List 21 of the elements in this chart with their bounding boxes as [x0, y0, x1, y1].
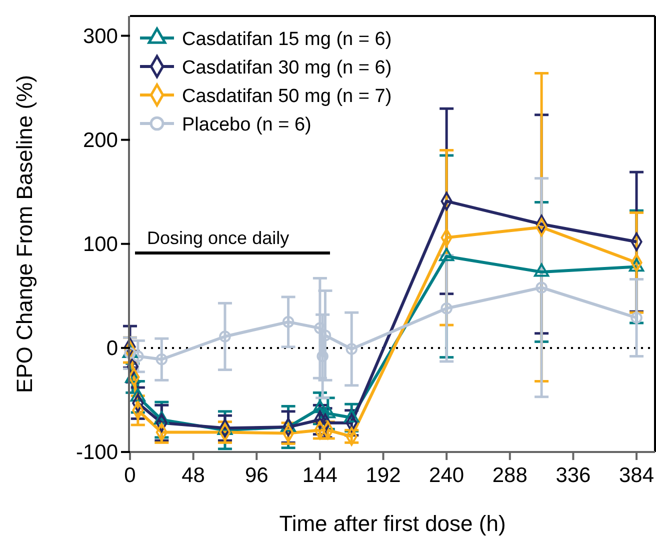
y-tick-label: 200 [82, 128, 118, 152]
annotation: Dosing once daily [147, 228, 290, 248]
y-tick-label: 300 [82, 24, 118, 48]
x-tick-label: 48 [182, 464, 205, 487]
x-tick-label: 240 [429, 464, 464, 487]
legend-label: Placebo (n = 6) [182, 114, 312, 136]
y-tick-label: 0 [106, 336, 118, 360]
x-tick-label: 288 [492, 464, 528, 487]
legend-label: Casdatifan 30 mg (n = 6) [182, 58, 392, 78]
x-tick-label: 192 [366, 464, 401, 487]
legend-label: Casdatifan 50 mg (n = 7) [182, 86, 392, 107]
x-tick-label: 0 [124, 464, 136, 487]
x-tick-label: 96 [244, 464, 268, 487]
x-tick-label: 384 [619, 464, 654, 487]
y-tick-label: 100 [82, 232, 118, 256]
x-tick-label: 144 [302, 464, 338, 487]
x-axis-title: Time after first dose (h) [279, 511, 506, 536]
x-tick-label: 336 [556, 464, 591, 487]
y-tick-label: -100 [76, 441, 118, 464]
y-axis-title: EPO Change From Baseline (%) [12, 75, 37, 393]
legend-label: Casdatifan 15 mg (n = 6) [182, 29, 392, 50]
